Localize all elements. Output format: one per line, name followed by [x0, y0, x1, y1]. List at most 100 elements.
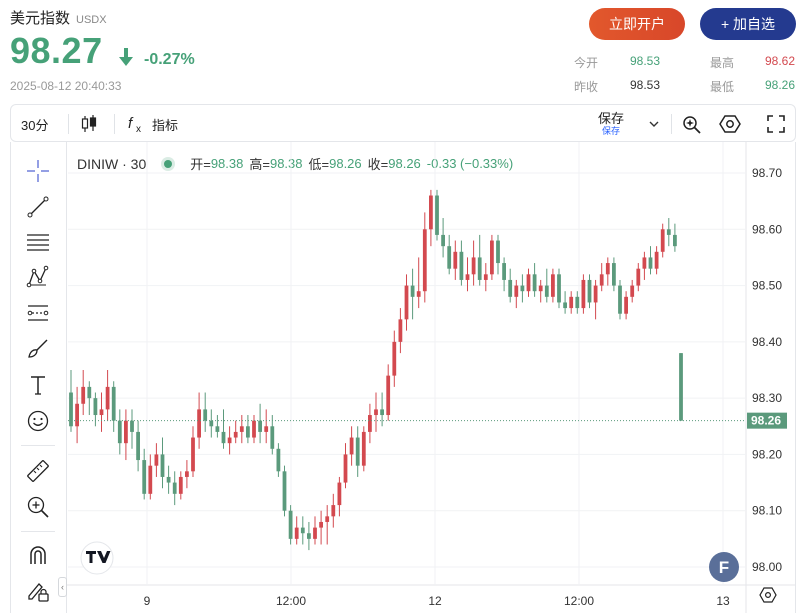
candle-body [124, 420, 128, 444]
price-chart[interactable]: 98.70 98.60 98.50 98.40 98.30 98.20 98.10 98.00… [11, 142, 795, 613]
svg-text:x: x [136, 124, 141, 134]
candle-body [185, 471, 189, 477]
brush-tool[interactable] [25, 336, 51, 362]
open-account-button[interactable]: 立即开户 [589, 8, 685, 40]
emoji-tool[interactable] [25, 408, 51, 434]
interval-selector[interactable]: 30分 [21, 117, 49, 133]
candle-body [587, 279, 592, 303]
candle-body [270, 426, 275, 449]
quick-search-button[interactable] [681, 105, 703, 143]
lock-drawings-tool[interactable] [25, 578, 51, 604]
crosshair-tool[interactable] [25, 158, 51, 184]
fullscreen-icon [767, 115, 785, 133]
last-price-tag [747, 412, 787, 429]
magnet-tool[interactable] [25, 542, 51, 568]
candle-body [447, 246, 452, 269]
candle-body [178, 476, 183, 494]
candle-body [624, 296, 628, 314]
f-badge-letter: F [719, 558, 729, 577]
open-value: 98.53 [630, 54, 661, 68]
candle-body [319, 521, 323, 528]
settings-button[interactable] [719, 105, 741, 143]
indicators-button[interactable]: f x 指标 [127, 105, 178, 143]
candle-body [203, 409, 208, 421]
candle-body [636, 268, 641, 286]
chevron-down-icon [649, 121, 659, 127]
candle-body [288, 510, 293, 539]
dotted-lines-icon [27, 305, 49, 321]
collapse-sidebar-button[interactable]: ‹ [58, 577, 67, 597]
legend-close-value: 98.26 [388, 156, 421, 171]
candle-body [459, 251, 464, 280]
x-axis-tick-label: 13 [716, 594, 730, 608]
candle-body [429, 195, 433, 230]
sidebar-divider [21, 531, 55, 532]
candle-body [294, 527, 299, 539]
candle-body [599, 274, 604, 286]
magnet-icon [30, 546, 46, 564]
pencil-lock-icon [28, 583, 49, 602]
candle-body [532, 274, 537, 292]
fullscreen-button[interactable] [766, 105, 786, 143]
candle-body [349, 437, 354, 455]
add-watchlist-button[interactable]: + 加自选 [700, 8, 796, 40]
candle-body [660, 229, 665, 252]
candle-body [416, 291, 421, 297]
chart-container: ‹ DINIW · 30 开= 98.38 高= 98.38 低= 98.26 收= 9… [10, 142, 796, 613]
sidebar-divider [21, 445, 55, 446]
prev-close-value: 98.53 [630, 78, 661, 92]
x-axis-tick-label: 12 [428, 594, 442, 608]
candle-body [105, 386, 110, 410]
candle-type-button[interactable] [80, 105, 98, 143]
y-axis-tick-label: 98.00 [752, 560, 782, 574]
indicators-label: 指标 [152, 117, 179, 133]
zoom-tool[interactable] [25, 494, 51, 520]
settings-icon [719, 115, 741, 133]
candle-body [111, 386, 116, 421]
candle-body [239, 426, 244, 432]
candle-body [148, 465, 153, 494]
candle-body [209, 420, 214, 427]
last-price-label: 98.26 [751, 414, 781, 428]
toolbar-divider [68, 114, 69, 134]
candle-body [441, 234, 445, 247]
candle-body [618, 285, 622, 314]
candle-body [142, 460, 147, 494]
save-button[interactable]: 保存 保存 [598, 105, 624, 143]
candle-body [331, 505, 336, 517]
candle-body [398, 319, 403, 342]
y-axis-tick-label: 98.70 [752, 166, 782, 180]
candle-body [258, 420, 262, 432]
down-arrow-icon [119, 48, 133, 66]
fib-tool[interactable] [25, 229, 51, 255]
ruler-icon [27, 460, 49, 482]
low-label: 最低 [710, 80, 735, 94]
candle-body [117, 420, 122, 444]
candle-body [666, 229, 671, 235]
legend-open-value: 98.38 [210, 156, 244, 171]
save-menu-button[interactable] [648, 105, 660, 143]
pattern-icon [26, 265, 49, 288]
x-axis-tick-label: 9 [144, 594, 151, 608]
candle-body [221, 431, 226, 444]
candle-body [453, 251, 458, 269]
text-tool[interactable] [25, 372, 51, 398]
candle-body [508, 279, 513, 297]
candle-body [154, 454, 159, 466]
toolbar-divider [671, 114, 672, 134]
candle-body [374, 409, 378, 416]
candle-body [648, 257, 653, 269]
measure-tool[interactable] [25, 458, 51, 484]
candle-body [593, 285, 598, 303]
trend-line-tool[interactable] [25, 194, 51, 220]
projection-tool[interactable] [25, 300, 51, 326]
timestamp: 2025-08-12 20:40:33 [10, 79, 122, 93]
pattern-tool[interactable] [25, 264, 51, 290]
candle-body [307, 533, 311, 539]
candle-body [75, 403, 79, 427]
candle-body [227, 437, 232, 444]
y-axis-tick-label: 98.20 [752, 447, 782, 461]
legend-symbol: DINIW · 30 [77, 155, 147, 172]
toolbar-divider [114, 114, 115, 134]
candle-body [136, 431, 140, 461]
